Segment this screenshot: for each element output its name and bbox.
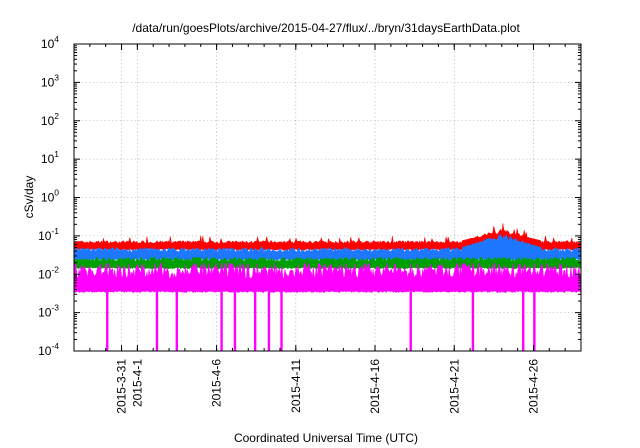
y-tick-label: 100 [41, 188, 59, 205]
dropout-spike [253, 291, 257, 351]
y-axis-label: cSv/day [22, 176, 36, 219]
x-tick-label: 2015-4-11 [289, 359, 303, 413]
dropout-spike [175, 291, 179, 351]
dropout-spike [280, 291, 283, 351]
y-tick-label: 102 [41, 111, 59, 128]
x-axis-ticks: 2015-3-31 2015-4-1 2015-4-6 2015-4-11 2015-4… [73, 44, 582, 414]
dropout-spike [533, 291, 536, 351]
dropout-spike [220, 291, 223, 351]
y-tick-label: 10-3 [38, 303, 59, 320]
dropout-spike [267, 291, 271, 351]
dropout-spike [522, 291, 525, 351]
y-tick-label: 10-1 [38, 226, 59, 243]
x-tick-label: 2015-4-1 [130, 359, 144, 407]
y-axis-ticks: 10-4 10-3 10-2 10-1 100 101 102 103 104 [38, 34, 581, 358]
y-tick-label: 103 [41, 72, 59, 89]
y-tick-label: 10-4 [38, 341, 59, 358]
dropout-spike [106, 291, 109, 351]
x-tick-label: 2015-4-16 [368, 359, 382, 414]
x-tick-label: 2015-4-21 [447, 359, 461, 414]
dropout-spike [233, 291, 237, 351]
grid-lines [74, 44, 581, 351]
dropout-spike [155, 291, 159, 351]
y-tick-label: 104 [41, 34, 59, 51]
series-layer [73, 223, 582, 351]
x-tick-label: 2015-4-26 [526, 359, 540, 414]
x-axis-label: Coordinated Universal Time (UTC) [234, 431, 418, 445]
y-tick-label: 10-2 [38, 264, 59, 281]
x-tick-label: 2015-3-31 [115, 359, 129, 414]
y-tick-label: 101 [41, 149, 59, 166]
dropout-spike [471, 291, 475, 351]
dropout-spike [409, 291, 412, 351]
chart-title: /data/run/goesPlots/archive/2015-04-27/f… [132, 21, 520, 35]
x-tick-label: 2015-4-6 [210, 359, 224, 407]
